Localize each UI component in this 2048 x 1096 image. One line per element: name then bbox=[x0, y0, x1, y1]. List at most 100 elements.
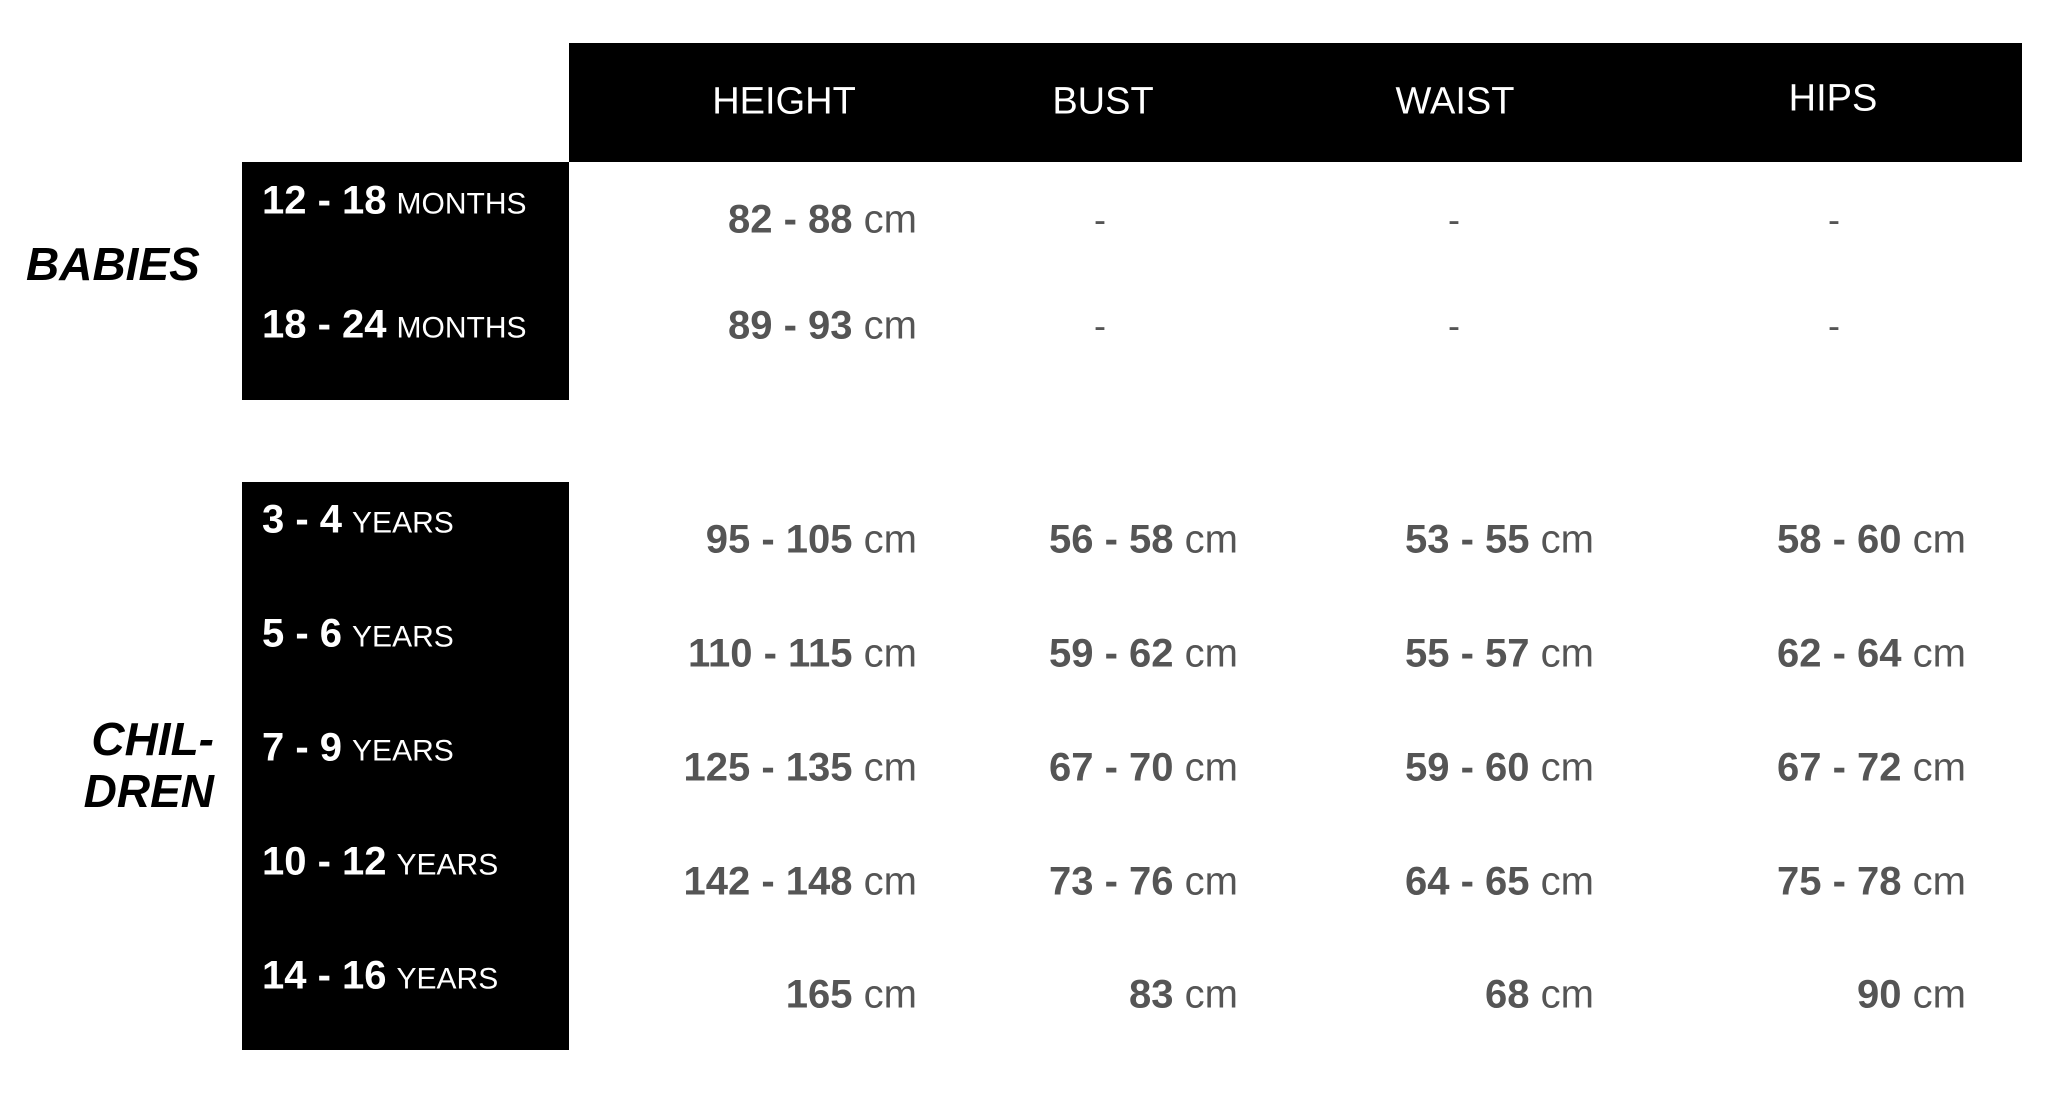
row-label: 18 - 24 MONTHS bbox=[262, 303, 527, 348]
cell-hips-empty: - bbox=[1828, 305, 1840, 346]
cell-value: 68 bbox=[1485, 972, 1530, 1017]
cell-value: 90 bbox=[1857, 972, 1902, 1017]
row-label: 14 - 16 YEARS bbox=[262, 954, 498, 999]
cell-value: 142 - 148 bbox=[683, 859, 853, 904]
row-label: 7 - 9 YEARS bbox=[262, 726, 454, 771]
cell-bust: 59 - 62 cm bbox=[1049, 632, 1238, 677]
cell-bust-empty: - bbox=[1094, 199, 1106, 240]
cell-value: 73 - 76 bbox=[1049, 859, 1174, 904]
cell-bust: 67 - 70 cm bbox=[1049, 746, 1238, 791]
cell-unit: cm bbox=[1540, 517, 1594, 562]
cell-value: 89 - 93 bbox=[728, 303, 853, 348]
cell-unit: cm bbox=[863, 197, 917, 242]
cell-hips: 62 - 64 cm bbox=[1777, 632, 1966, 677]
group-babies: BABIES bbox=[26, 238, 200, 290]
cell-height: 110 - 115 cm bbox=[688, 632, 917, 677]
age-range: 7 - 9 bbox=[262, 725, 343, 770]
cell-waist: 59 - 60 cm bbox=[1405, 746, 1594, 791]
cell-unit: cm bbox=[1912, 745, 1966, 790]
age-unit: YEARS bbox=[352, 506, 454, 540]
cell-unit: cm bbox=[863, 745, 917, 790]
cell-unit: cm bbox=[1540, 631, 1594, 676]
cell-unit: cm bbox=[863, 972, 917, 1017]
cell-value: 125 - 135 bbox=[683, 745, 853, 790]
cell-unit: cm bbox=[1184, 631, 1238, 676]
cell-value: 59 - 60 bbox=[1405, 745, 1530, 790]
cell-value: 58 - 60 bbox=[1777, 517, 1902, 562]
cell-value: 67 - 72 bbox=[1777, 745, 1902, 790]
cell-unit: cm bbox=[863, 859, 917, 904]
header-bust: BUST bbox=[1052, 80, 1154, 123]
age-unit: MONTHS bbox=[396, 311, 527, 345]
cell-value: 75 - 78 bbox=[1777, 859, 1902, 904]
cell-unit: cm bbox=[1540, 745, 1594, 790]
age-range: 12 - 18 bbox=[262, 178, 387, 223]
cell-hips: 67 - 72 cm bbox=[1777, 746, 1966, 791]
cell-height: 82 - 88 cm bbox=[728, 198, 917, 243]
cell-height: 165 cm bbox=[786, 973, 917, 1018]
cell-value: 64 - 65 bbox=[1405, 859, 1530, 904]
cell-unit: cm bbox=[863, 631, 917, 676]
cell-bust: 56 - 58 cm bbox=[1049, 518, 1238, 563]
age-unit: YEARS bbox=[352, 620, 454, 654]
age-range: 5 - 6 bbox=[262, 611, 343, 656]
cell-waist: 64 - 65 cm bbox=[1405, 860, 1594, 905]
group-children-line2: DREN bbox=[83, 765, 214, 817]
cell-hips-empty: - bbox=[1828, 199, 1840, 240]
header-height: HEIGHT bbox=[712, 80, 856, 123]
row-label: 5 - 6 YEARS bbox=[262, 612, 454, 657]
header-waist: WAIST bbox=[1395, 80, 1515, 123]
babies-label-block bbox=[242, 162, 569, 400]
age-unit: MONTHS bbox=[396, 187, 527, 221]
age-unit: YEARS bbox=[352, 734, 454, 768]
cell-hips: 90 cm bbox=[1857, 973, 1966, 1018]
cell-hips: 58 - 60 cm bbox=[1777, 518, 1966, 563]
cell-value: 110 - 115 bbox=[687, 631, 853, 676]
group-children: CHIL- DREN bbox=[84, 713, 214, 817]
cell-unit: cm bbox=[863, 517, 917, 562]
cell-unit: cm bbox=[1912, 631, 1966, 676]
row-label: 12 - 18 MONTHS bbox=[262, 179, 527, 224]
age-range: 10 - 12 bbox=[262, 839, 387, 884]
cell-waist: 53 - 55 cm bbox=[1405, 518, 1594, 563]
cell-height: 142 - 148 cm bbox=[684, 860, 917, 905]
header-hips: HIPS bbox=[1788, 77, 1878, 120]
age-unit: YEARS bbox=[396, 962, 499, 996]
cell-height: 125 - 135 cm bbox=[684, 746, 917, 791]
cell-waist: 68 cm bbox=[1485, 973, 1594, 1018]
cell-waist-empty: - bbox=[1448, 199, 1460, 240]
cell-value: 83 bbox=[1129, 972, 1174, 1017]
cell-hips: 75 - 78 cm bbox=[1777, 860, 1966, 905]
cell-value: 62 - 64 bbox=[1777, 631, 1902, 676]
cell-waist-empty: - bbox=[1448, 305, 1460, 346]
cell-bust-empty: - bbox=[1094, 305, 1106, 346]
cell-unit: cm bbox=[1184, 859, 1238, 904]
row-label: 10 - 12 YEARS bbox=[262, 840, 498, 885]
cell-waist: 55 - 57 cm bbox=[1405, 632, 1594, 677]
cell-unit: cm bbox=[1184, 972, 1238, 1017]
cell-unit: cm bbox=[1912, 517, 1966, 562]
age-range: 14 - 16 bbox=[262, 953, 387, 998]
age-unit: YEARS bbox=[396, 848, 499, 882]
age-range: 3 - 4 bbox=[262, 497, 343, 542]
cell-value: 55 - 57 bbox=[1405, 631, 1530, 676]
children-label-block bbox=[242, 482, 569, 1050]
cell-value: 165 bbox=[785, 972, 853, 1017]
header-bar bbox=[569, 43, 2022, 162]
group-children-line1: CHIL- bbox=[91, 713, 214, 765]
cell-value: 95 - 105 bbox=[705, 517, 853, 562]
cell-bust: 83 cm bbox=[1129, 973, 1238, 1018]
age-range: 18 - 24 bbox=[262, 302, 387, 347]
cell-value: 56 - 58 bbox=[1049, 517, 1174, 562]
cell-unit: cm bbox=[1184, 745, 1238, 790]
cell-height: 89 - 93 cm bbox=[728, 304, 917, 349]
row-label: 3 - 4 YEARS bbox=[262, 498, 454, 543]
cell-unit: cm bbox=[863, 303, 917, 348]
cell-unit: cm bbox=[1184, 517, 1238, 562]
cell-unit: cm bbox=[1540, 972, 1594, 1017]
cell-bust: 73 - 76 cm bbox=[1049, 860, 1238, 905]
cell-value: 82 - 88 bbox=[728, 197, 853, 242]
cell-value: 67 - 70 bbox=[1049, 745, 1174, 790]
cell-value: 59 - 62 bbox=[1049, 631, 1174, 676]
cell-value: 53 - 55 bbox=[1405, 517, 1530, 562]
